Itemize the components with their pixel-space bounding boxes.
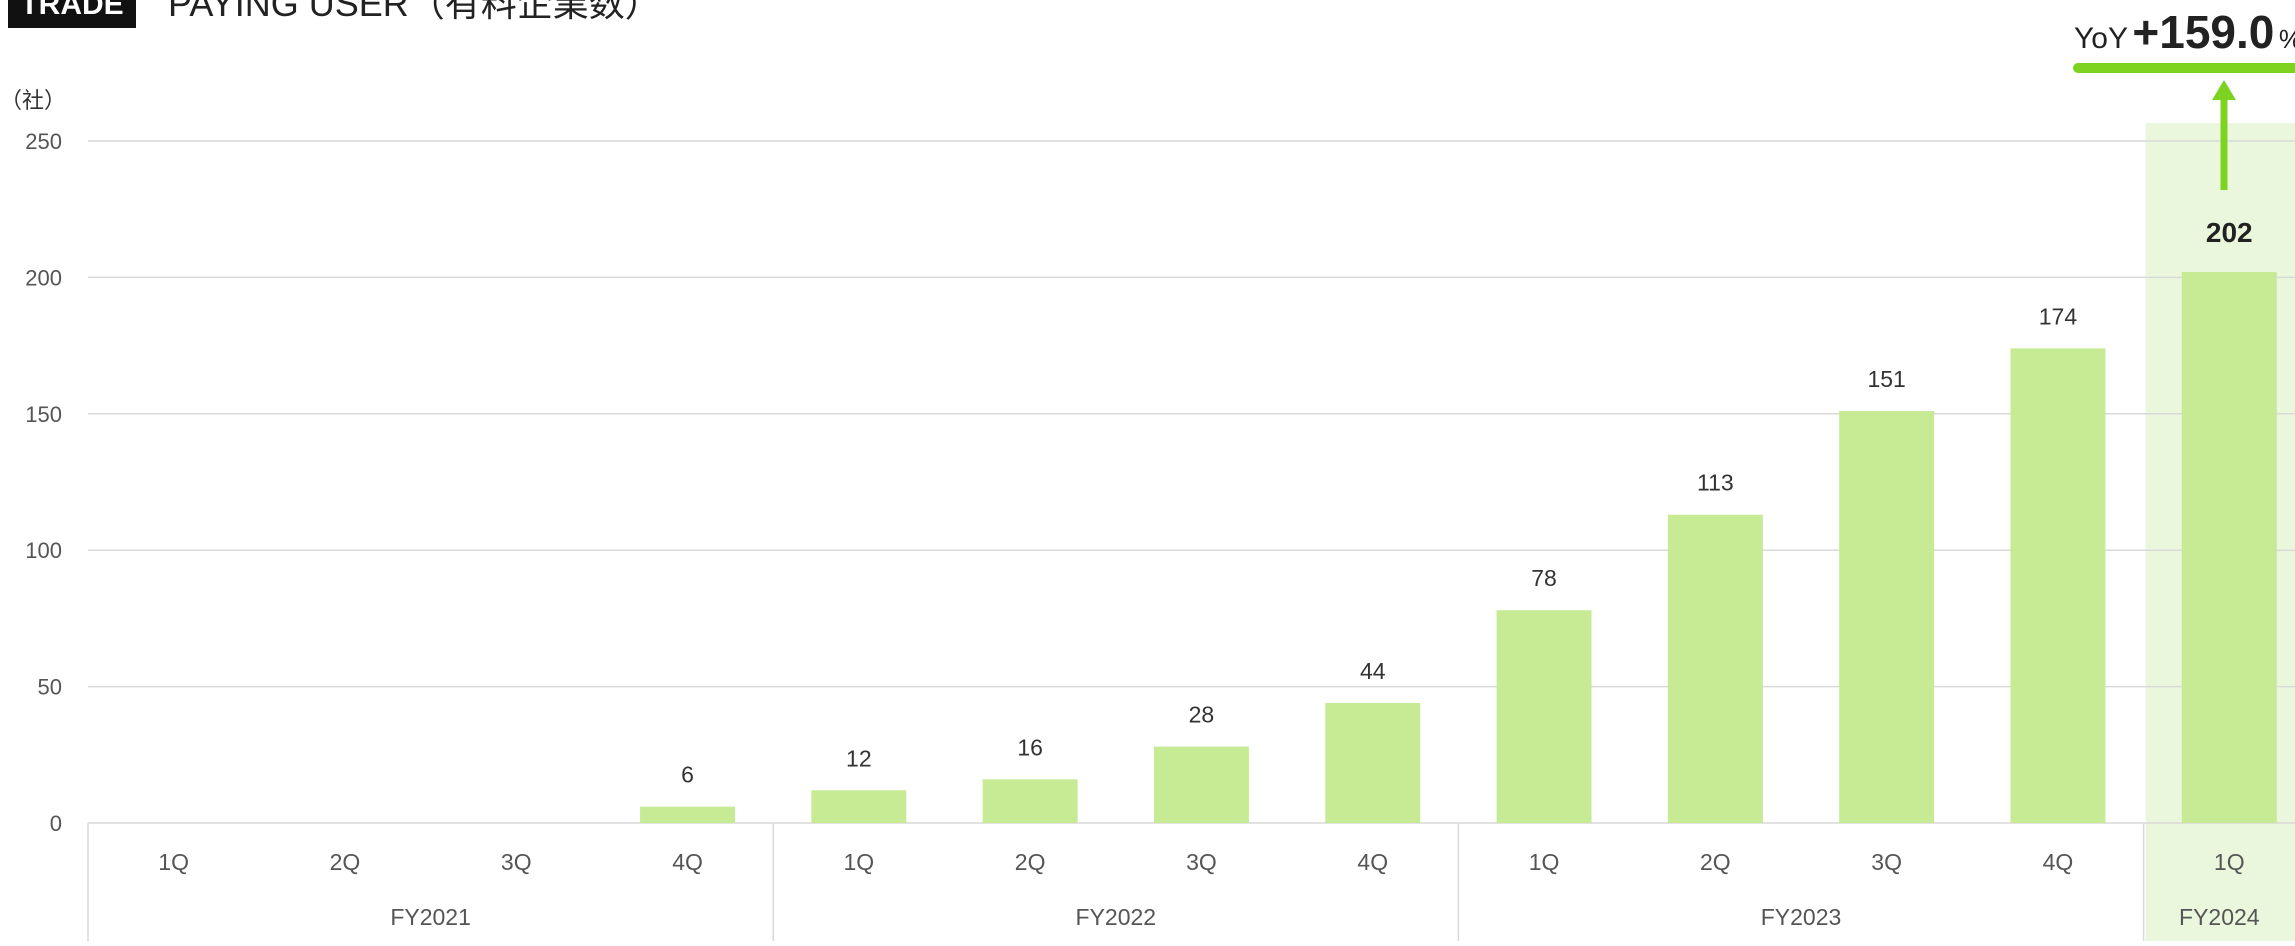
- bar: [811, 790, 907, 823]
- x-tick-label: 4Q: [1357, 849, 1388, 875]
- y-tick-label: 250: [25, 129, 62, 154]
- data-label: 113: [1697, 470, 1734, 496]
- data-label: 151: [1867, 366, 1905, 392]
- x-tick-label: 4Q: [2043, 849, 2074, 875]
- data-label: 44: [1360, 658, 1386, 684]
- bar: [1153, 746, 1249, 823]
- data-label: 174: [2039, 303, 2078, 329]
- x-tick-label: 2Q: [1700, 849, 1731, 875]
- bar: [1667, 514, 1763, 823]
- data-label: 202: [2206, 217, 2253, 248]
- y-tick-label: 200: [25, 265, 62, 290]
- x-tick-label: 3Q: [1186, 849, 1217, 875]
- bars: [640, 271, 2277, 824]
- y-tick-label: 50: [38, 675, 62, 700]
- yoy-callout: YoY +159.0 %: [2073, 6, 2295, 190]
- x-axis: 1Q 2Q 3Q 4Q 1Q 2Q 3Q 4Q 1Q 2Q 3Q 4Q 1Q FY2021 FY2022 FY…: [87, 823, 2260, 941]
- data-labels: 6 12 16 28 44 78 113 151 174 202: [681, 217, 2252, 788]
- group-label: FY2022: [1076, 904, 1157, 930]
- header-badge-label: TRADE: [20, 0, 123, 21]
- x-tick-label: 2Q: [330, 849, 361, 875]
- y-axis-ticks: 0 50 100 150 200 250: [25, 129, 62, 836]
- bar: [2181, 271, 2277, 824]
- y-tick-label: 150: [25, 402, 62, 427]
- yoy-text: YoY +159.0 %: [2074, 6, 2295, 58]
- x-tick-label: 2Q: [1015, 849, 1046, 875]
- data-label: 78: [1531, 565, 1557, 591]
- bar: [640, 806, 736, 823]
- data-label: 6: [681, 762, 694, 788]
- yoy-prefix: YoY: [2074, 22, 2128, 55]
- bar: [1325, 702, 1421, 823]
- chart-title: PAYING USER（有料企業数）: [168, 0, 661, 24]
- data-label: 12: [846, 745, 872, 771]
- yoy-suffix: %: [2279, 24, 2295, 54]
- data-label: 28: [1189, 702, 1215, 728]
- y-tick-label: 100: [25, 538, 62, 563]
- x-tick-label: 3Q: [501, 849, 532, 875]
- x-tick-label: 1Q: [2214, 849, 2245, 875]
- group-label: FY2024: [2179, 904, 2260, 930]
- x-tick-label: 1Q: [158, 849, 189, 875]
- y-axis-unit: （社）: [0, 88, 66, 113]
- up-arrow-icon: [2212, 80, 2236, 100]
- x-tick-label: 1Q: [844, 849, 875, 875]
- data-label: 16: [1017, 734, 1043, 760]
- bar: [2010, 348, 2106, 823]
- group-label: FY2023: [1761, 904, 1842, 930]
- bar: [982, 779, 1078, 823]
- yoy-value: +159.0: [2132, 6, 2274, 58]
- x-tick-label: 4Q: [672, 849, 703, 875]
- chart-header: TRADE PAYING USER（有料企業数）: [8, 0, 661, 28]
- x-tick-label: 3Q: [1871, 849, 1902, 875]
- x-tick-label: 1Q: [1529, 849, 1560, 875]
- bar: [1839, 411, 1935, 823]
- bar: [1496, 610, 1592, 823]
- header-badge-bg: [8, 0, 136, 28]
- group-label: FY2021: [390, 904, 471, 930]
- y-tick-label: 0: [50, 811, 62, 836]
